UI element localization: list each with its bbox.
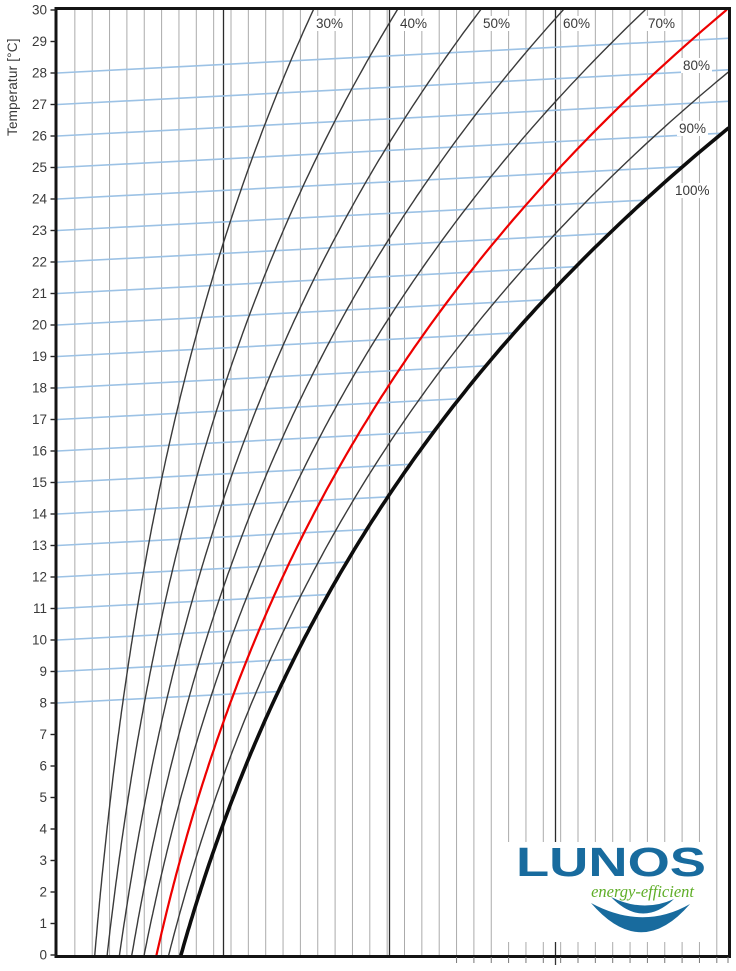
rh-curve-40 [106, 9, 398, 956]
curve-label-50: 50% [481, 16, 513, 31]
y-tick-label: 24 [32, 192, 48, 207]
iso-humidity-line [57, 593, 329, 610]
logo-swoosh-outer-icon [591, 903, 690, 933]
iso-humidity-line [57, 430, 435, 452]
iso-humidity-line [57, 561, 347, 578]
rh-curve-70 [143, 9, 646, 956]
y-tick-label: 22 [32, 255, 47, 270]
iso-humidity-line [57, 132, 723, 169]
curve-label-100: 100% [673, 183, 712, 198]
iso-humidity-line [57, 165, 683, 200]
curve-label-90: 90% [677, 121, 709, 136]
curve-label-60: 60% [561, 16, 593, 31]
y-tick-label: 29 [32, 34, 47, 49]
y-tick-label: 28 [32, 66, 47, 81]
logo-brand-text: LUNOS [516, 839, 706, 885]
iso-humidity-line [57, 232, 610, 263]
y-tick-label: 23 [32, 223, 47, 238]
y-tick-label: 27 [32, 97, 47, 112]
curve-label-40: 40% [398, 16, 430, 31]
y-tick-label: 5 [39, 790, 47, 805]
y-tick-label: 20 [32, 318, 47, 333]
y-tick-label: 21 [32, 286, 47, 301]
y-tick-label: 1 [39, 916, 47, 931]
rh-curve-100 [179, 126, 730, 957]
iso-humidity-line [57, 463, 411, 484]
y-tick-label: 4 [39, 822, 47, 837]
lunos-logo: LUNOS energy-efficient [499, 839, 715, 942]
iso-humidity-line [57, 528, 367, 547]
rh-curve-50 [118, 9, 482, 956]
y-tick-label: 13 [32, 538, 47, 553]
curve-label-80: 80% [681, 58, 713, 73]
iso-humidity-line [57, 37, 729, 74]
y-axis-title: Temperatur [°C] [5, 38, 20, 136]
iso-humidity-line [57, 299, 545, 326]
logo-swoosh-inner-icon [611, 897, 674, 914]
iso-humidity-line [57, 100, 729, 137]
y-tick-label: 6 [39, 759, 47, 774]
logo-tagline-text: energy-efficient [591, 882, 694, 901]
y-tick-label: 15 [32, 475, 47, 490]
y-tick-label: 8 [39, 696, 47, 711]
y-tick-label: 14 [32, 507, 48, 522]
curve-label-70: 70% [646, 16, 678, 31]
y-tick-label: 17 [32, 412, 47, 427]
iso-humidity-line [57, 626, 311, 641]
iso-humidity-line [57, 397, 460, 421]
rh-curve-30 [94, 9, 314, 956]
rh-curve-60 [131, 9, 564, 956]
iso-humidity-line [57, 332, 515, 358]
plot-layers: 3029282726252423222120191817161514131211… [32, 3, 731, 965]
y-tick-label: 3 [39, 853, 47, 868]
y-tick-label: 12 [32, 570, 47, 585]
curve-label-30: 30% [314, 16, 346, 31]
y-tick-label: 25 [32, 160, 47, 175]
rh-curve-90 [167, 71, 729, 956]
iso-humidity-line [57, 496, 388, 515]
y-tick-label: 26 [32, 129, 47, 144]
y-tick-label: 10 [32, 633, 47, 648]
y-tick-label: 16 [32, 444, 47, 459]
y-tick-label: 2 [39, 885, 47, 900]
y-tick-label: 11 [33, 601, 47, 616]
iso-humidity-line [57, 199, 645, 232]
iso-humidity-line [57, 365, 486, 389]
y-tick-label: 9 [39, 664, 47, 679]
rh-curve-80 [155, 8, 728, 957]
y-tick-label: 7 [39, 727, 47, 742]
logo-background [499, 842, 715, 942]
iso-humidity-line [57, 265, 576, 295]
y-tick-label: 18 [32, 381, 47, 396]
y-tick-label: 0 [39, 948, 47, 963]
y-tick-label: 30 [32, 3, 47, 18]
y-tick-label: 19 [32, 349, 47, 364]
iso-humidity-line [57, 69, 729, 106]
